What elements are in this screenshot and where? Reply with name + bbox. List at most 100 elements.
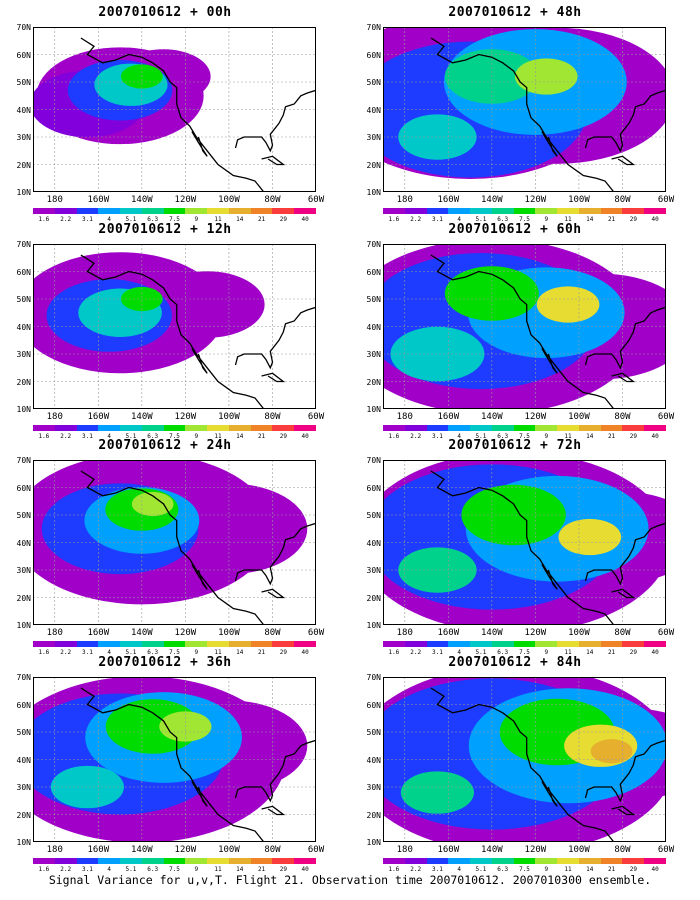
colorbar-level-label: 3.1 — [82, 866, 93, 873]
colorbar-level-label: 9 — [544, 866, 549, 873]
colorbar-level-label: 3.1 — [432, 216, 443, 223]
colorbar-swatch — [120, 858, 142, 864]
colorbar-swatch — [644, 425, 666, 431]
colorbar-swatch — [622, 641, 645, 647]
lat-tick-label: 70N — [366, 240, 381, 249]
colorbar-level-label: 4 — [457, 649, 461, 656]
lon-tick-label: 60W — [307, 412, 325, 422]
variance-contour — [536, 286, 600, 323]
lon-tick-label: 160W — [87, 412, 110, 422]
coastline — [234, 306, 316, 370]
coastline — [430, 470, 615, 625]
colorbar-level-label: 29 — [279, 433, 287, 440]
colorbar-level-label: 5.1 — [125, 216, 137, 223]
colorbar-level-label: 1.6 — [38, 649, 50, 656]
colorbar-swatch — [163, 208, 186, 214]
lat-tick-label: 10N — [366, 621, 381, 630]
lon-tick-label: 160W — [437, 628, 460, 638]
colorbar-swatch — [141, 641, 164, 647]
colorbar-swatch — [54, 425, 77, 431]
lat-tick-label: 50N — [16, 511, 31, 520]
lon-tick-label: 140W — [481, 195, 503, 205]
colorbar-swatch — [54, 208, 77, 214]
colorbar-swatch — [33, 641, 55, 647]
lon-tick-label: 60W — [657, 412, 675, 422]
colorbar-level-label: 7.5 — [169, 216, 180, 223]
coastline — [80, 470, 265, 625]
panel-title: 2007010612 + 48h — [448, 5, 582, 20]
lat-tick-label: 40N — [366, 755, 381, 765]
colorbar-level-label: 40 — [301, 649, 309, 656]
colorbar-level-label: 14 — [586, 649, 594, 656]
colorbar-level-label: 7.5 — [519, 649, 530, 656]
lon-tick-label: 100W — [218, 628, 240, 638]
lon-tick-label: 80W — [614, 195, 631, 205]
colorbar-swatch — [644, 208, 666, 214]
lat-tick-label: 20N — [366, 160, 381, 170]
colorbar-swatch — [383, 641, 405, 647]
forecast-panel: 2007010612 + 00h 70N 60N 50N 40N 30N 20N 10N 180… — [0, 5, 330, 223]
lat-tick-label: 60N — [366, 483, 381, 493]
lon-tick-label: 140W — [131, 845, 153, 855]
lat-tick-label: 40N — [16, 755, 31, 765]
colorbar-swatch — [294, 208, 316, 214]
variance-map — [33, 460, 316, 625]
lon-tick-label: 160W — [437, 845, 460, 855]
colorbar-level-label: 14 — [236, 216, 244, 223]
lon-tick-label: 120W — [524, 412, 547, 422]
lon-tick-label: 100W — [218, 412, 240, 422]
colorbar-level-label: 29 — [629, 649, 637, 656]
lat-tick-label: 20N — [16, 810, 31, 820]
colorbar-swatch — [404, 641, 427, 647]
lon-tick-label: 100W — [218, 845, 240, 855]
colorbar-level-label: 40 — [651, 433, 659, 440]
forecast-panel: 2007010612 + 48h 70N 60N 50N 40N 30N 20N 10N 180… — [350, 5, 680, 223]
lat-tick-label: 40N — [16, 322, 31, 332]
colorbar-swatch — [250, 858, 273, 864]
coastline — [611, 588, 636, 599]
coastline — [261, 805, 286, 816]
coastline — [541, 131, 558, 157]
lon-tick-label: 180 — [396, 845, 413, 855]
colorbar-swatch — [622, 425, 645, 431]
lon-tick-label: 180 — [46, 195, 63, 205]
variance-contour — [131, 491, 174, 517]
colorbar-level-label: 1.6 — [388, 433, 400, 440]
coastline — [234, 739, 316, 803]
colorbar-level-label: 29 — [279, 866, 287, 873]
lat-tick-label: 70N — [16, 456, 31, 465]
lon-tick-label: 140W — [481, 628, 503, 638]
coastline — [584, 522, 666, 586]
lat-tick-label: 60N — [16, 700, 31, 710]
colorbar — [383, 425, 666, 431]
lat-tick-label: 30N — [16, 566, 31, 575]
colorbar-swatch — [33, 208, 55, 214]
colorbar-swatch — [383, 425, 405, 431]
lat-tick-label: 60N — [366, 700, 381, 710]
colorbar-swatch — [491, 858, 514, 864]
lat-tick-label: 70N — [16, 23, 31, 32]
colorbar-level-label: 40 — [651, 866, 659, 873]
lat-tick-label: 20N — [16, 160, 31, 170]
colorbar-level-label: 40 — [651, 649, 659, 656]
coastline — [541, 781, 558, 807]
lon-tick-label: 60W — [657, 845, 675, 855]
lat-tick-label: 40N — [16, 105, 31, 115]
lon-tick-label: 120W — [524, 195, 547, 205]
lon-tick-label: 140W — [131, 412, 153, 422]
lat-tick-label: 60N — [366, 267, 381, 277]
colorbar-level-label: 9 — [194, 433, 199, 440]
coastline — [191, 781, 208, 807]
lon-tick-label: 140W — [481, 412, 503, 422]
variance-contour — [398, 114, 477, 160]
lat-tick-label: 30N — [16, 783, 31, 792]
colorbar-swatch — [448, 208, 471, 214]
colorbar-swatch — [404, 425, 427, 431]
colorbar-swatch — [578, 641, 601, 647]
lat-tick-label: 70N — [16, 240, 31, 249]
coastline — [261, 588, 286, 599]
lon-tick-label: 60W — [657, 195, 675, 205]
colorbar-level-label: 3.1 — [432, 649, 443, 656]
colorbar-level-label: 5.1 — [125, 649, 137, 656]
colorbar-level-label: 4 — [107, 649, 111, 656]
